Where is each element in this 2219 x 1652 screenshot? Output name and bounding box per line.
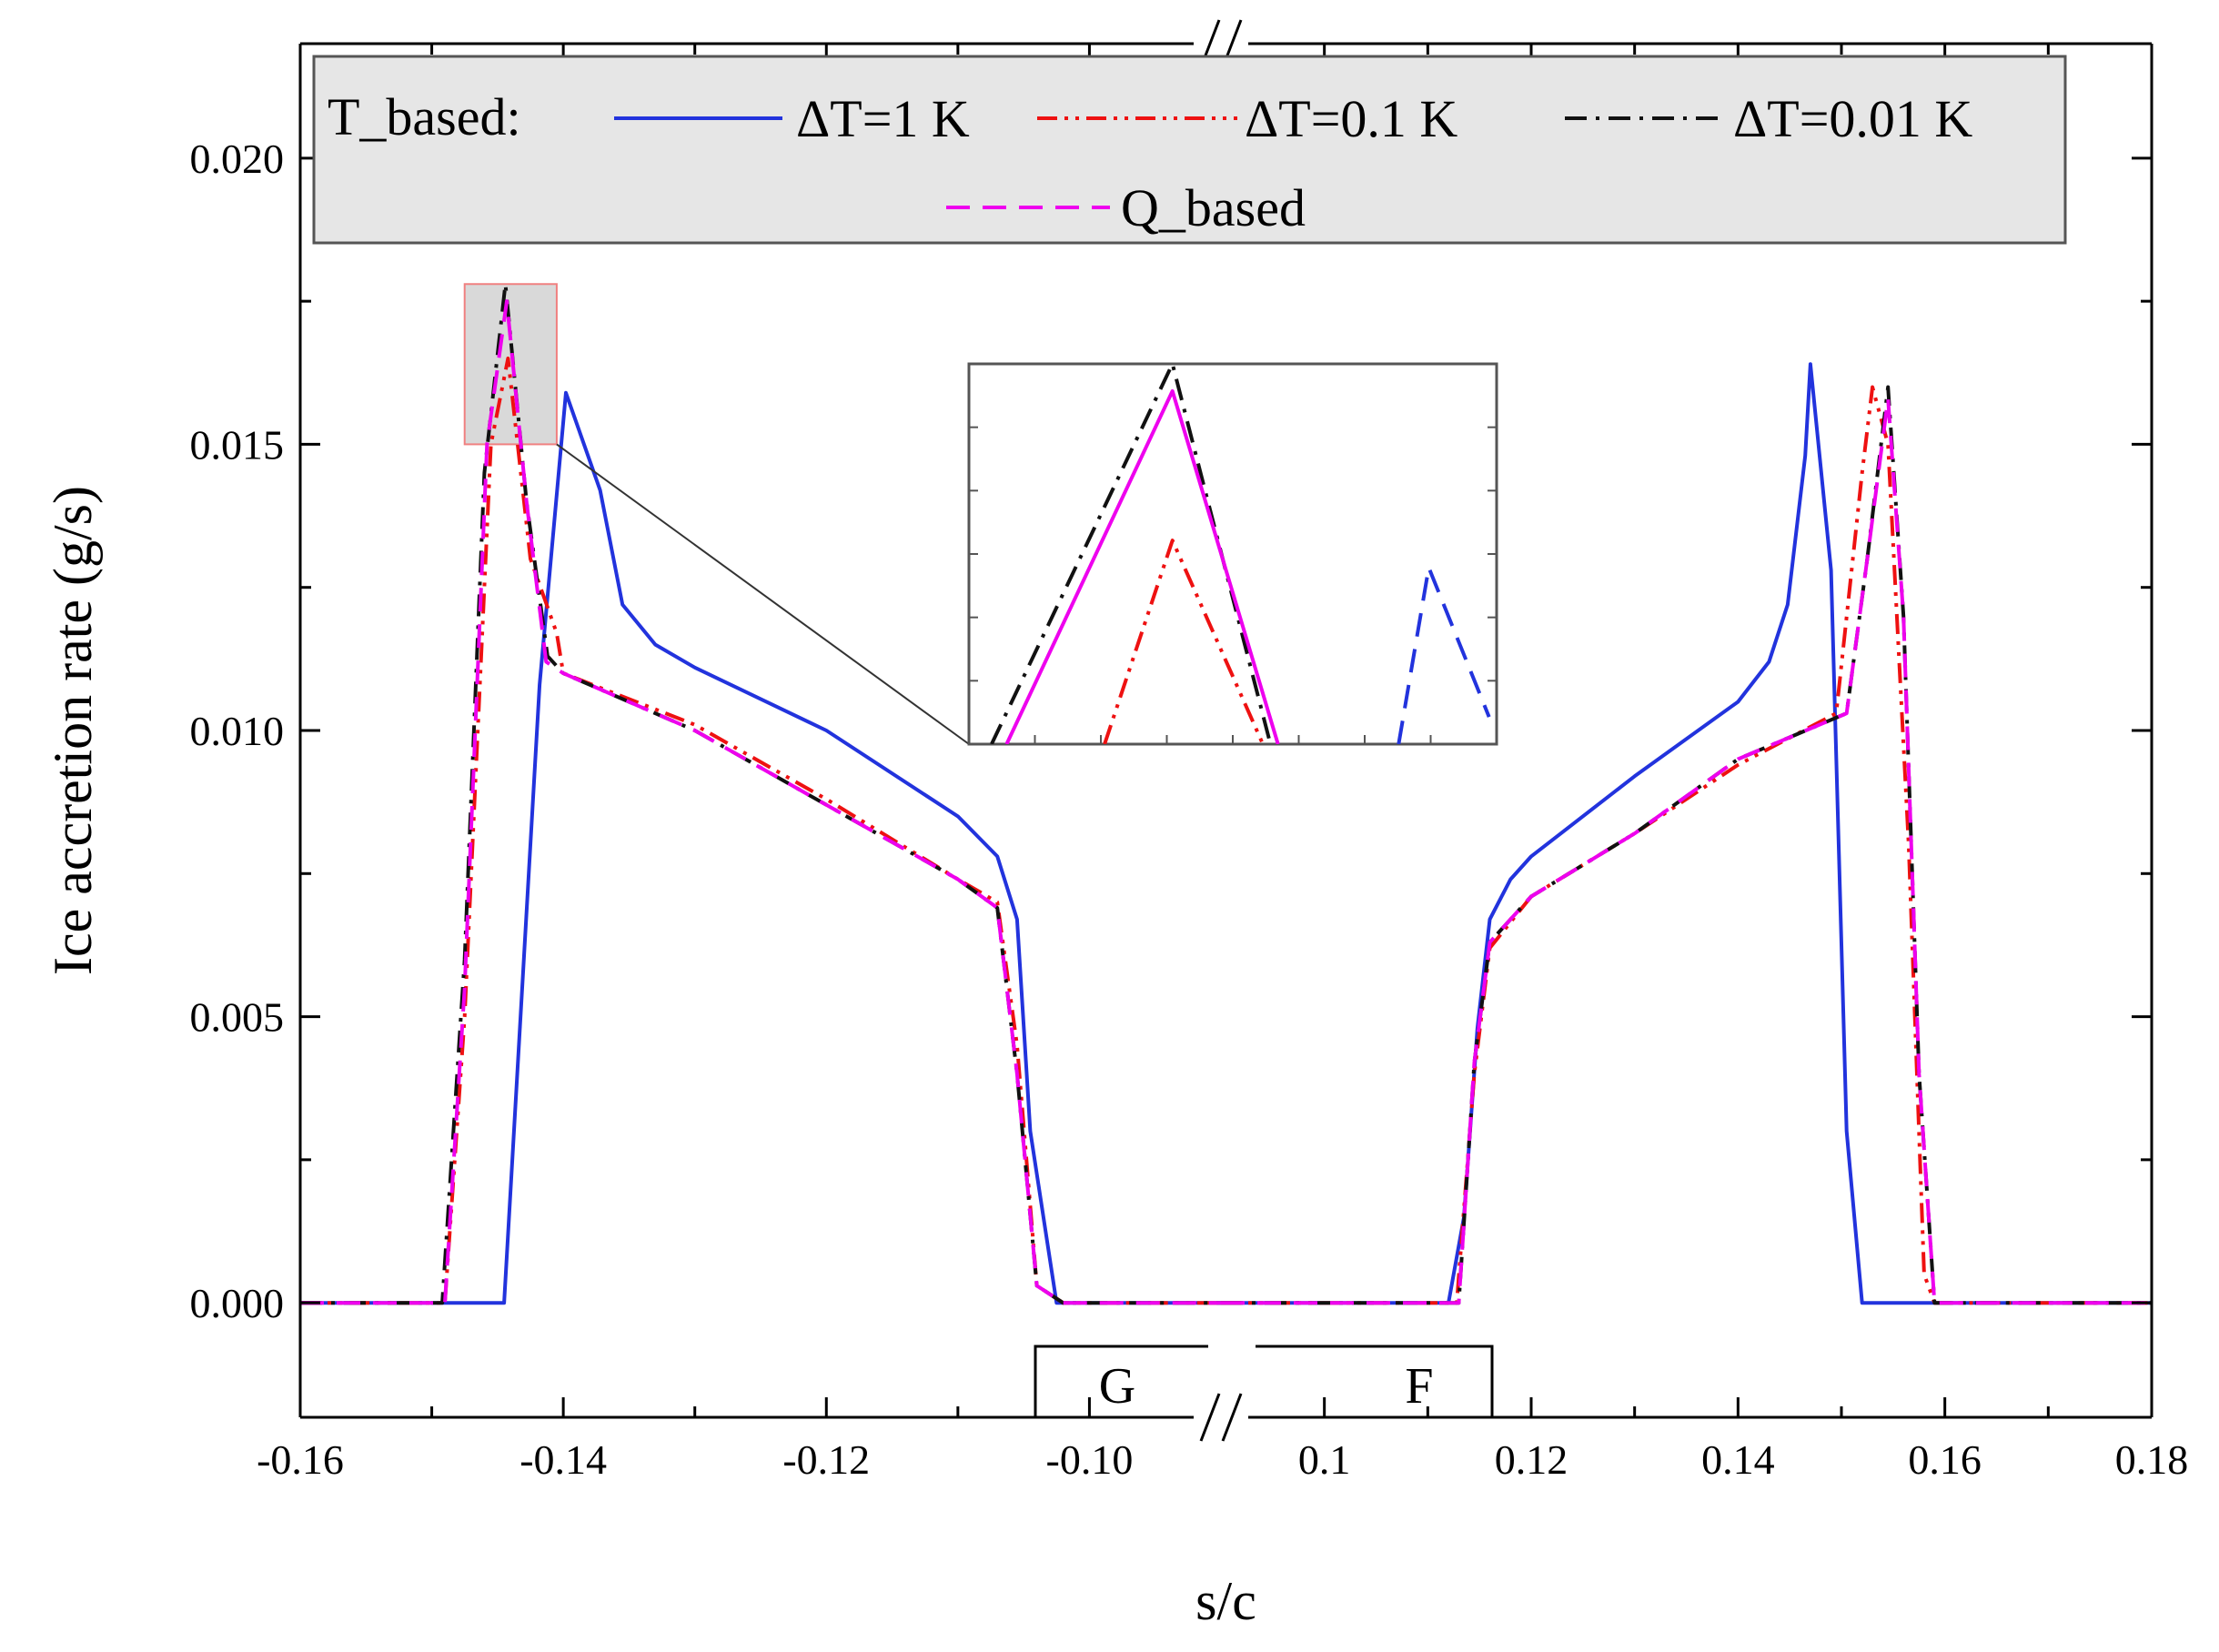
zoom-highlight (463, 283, 558, 446)
x-tick-label-right: 0.16 (1908, 1436, 1982, 1483)
x-tick-label-left: -0.10 (1046, 1436, 1134, 1483)
x-tick-label-left: -0.12 (782, 1436, 870, 1483)
axis-break-mark-bottom-2 (1221, 1393, 1243, 1442)
legend-label-1: ΔT=0.1 K (1245, 89, 1457, 148)
region-box-g (1034, 1345, 1208, 1417)
inset-plot (556, 362, 1498, 746)
x-axis-title: s/c (1195, 1571, 1256, 1631)
x-tick-label-right: 0.14 (1701, 1436, 1775, 1483)
axis-labels: s/c Ice accretion rate (g/s) (43, 486, 1256, 1631)
zoom-box (463, 283, 558, 446)
x-tick-label-right: 0.1 (1298, 1436, 1351, 1483)
zoom-connector-line (556, 443, 970, 745)
axes: 0.000 0.005 0.010 0.015 0.020 -0.16 -0.14 -0.12… (190, 19, 2189, 1483)
legend-label-3: Q_based (1121, 178, 1306, 237)
inset-series-line-1 (1004, 388, 1280, 744)
y-tick-label: 0.005 (190, 994, 285, 1041)
inset-series-line-3 (1397, 565, 1491, 744)
x-tick-label-left: -0.14 (519, 1436, 607, 1483)
inset-series (990, 364, 1491, 744)
inset-series-line-0 (990, 364, 1273, 744)
series-layer (300, 282, 2152, 1305)
series-line-left-q-based (300, 299, 1221, 1305)
y-tick-label: 0.020 (190, 136, 285, 182)
legend-label-2: ΔT=0.01 K (1733, 89, 1972, 148)
legend-box (312, 55, 2067, 245)
y-tick-label: 0.000 (190, 1280, 285, 1326)
axis-break-mark-bottom-1 (1199, 1393, 1221, 1442)
x-tick-label-right: 0.12 (1495, 1436, 1568, 1483)
legend: T_based: ΔT=1 K ΔT=0.1 K ΔT=0.01 K Q_based (312, 55, 2067, 245)
inset-series-line-2 (1103, 539, 1265, 744)
series-q-based (300, 299, 2152, 1305)
series-line-left-t-based-t-1-k (300, 390, 1221, 1305)
legend-group-label: T_based: (328, 87, 521, 146)
x-tick-label-left: -0.16 (257, 1436, 344, 1483)
region-label-g: G (1099, 1358, 1135, 1415)
y-axis-title: Ice accretion rate (g/s) (43, 486, 103, 975)
region-box-f (1256, 1345, 1494, 1417)
series-line-right-q-based (1221, 397, 2152, 1305)
y-tick-label: 0.015 (190, 421, 285, 468)
x-tick-label-right: 0.18 (2115, 1436, 2189, 1483)
y-tick-label: 0.010 (190, 708, 285, 754)
legend-label-0: ΔT=1 K (796, 89, 970, 148)
region-label-f: F (1405, 1358, 1433, 1415)
inset-frame (967, 362, 1498, 746)
